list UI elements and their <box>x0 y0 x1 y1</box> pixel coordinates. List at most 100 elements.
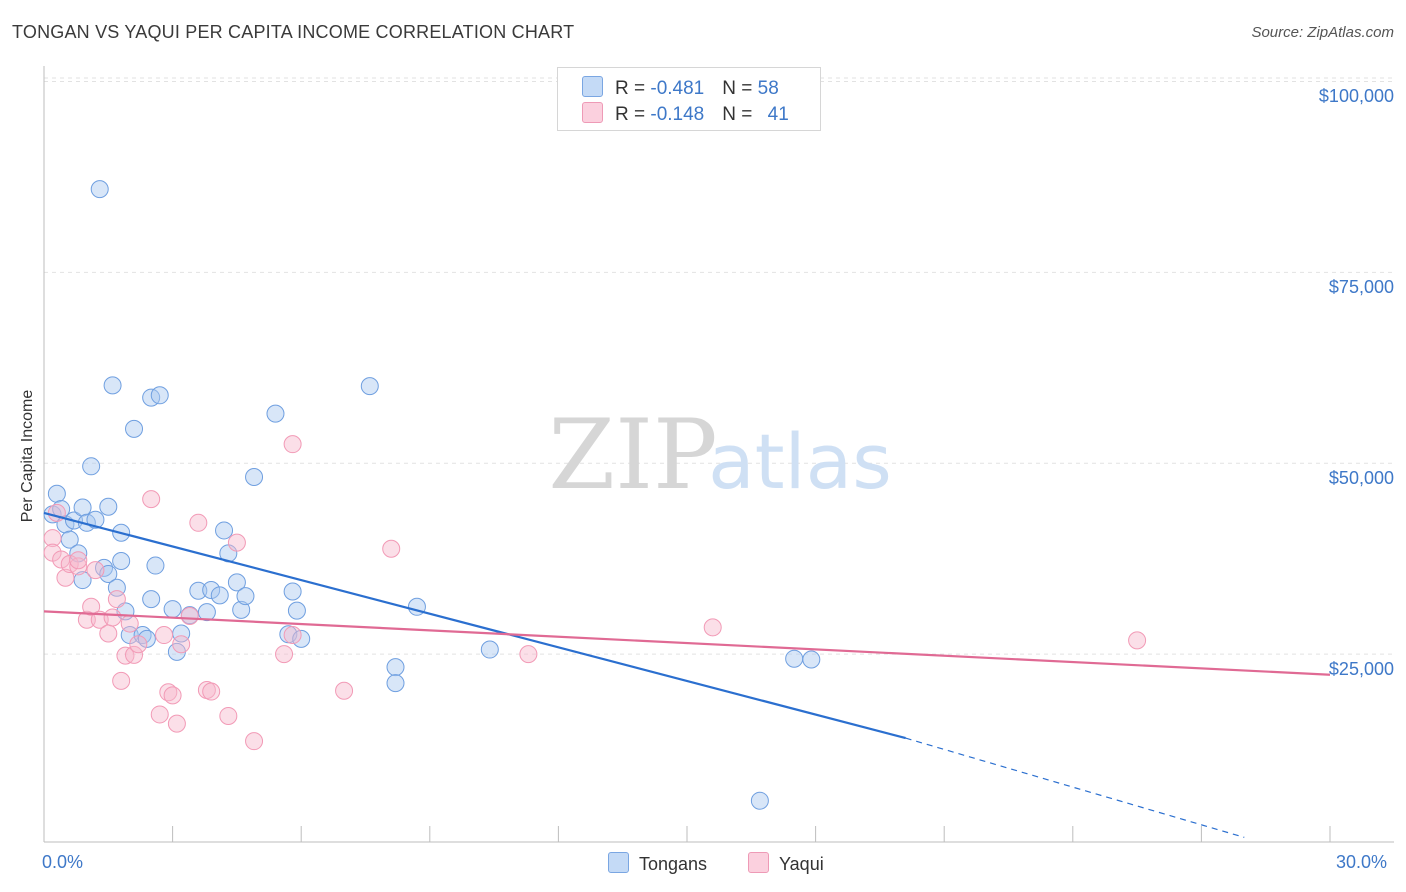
yaqui-legend-swatch <box>748 852 769 873</box>
r-value: -0.481 <box>650 78 705 99</box>
y-tick-label: $25,000 <box>1328 659 1394 679</box>
n-value: 41 <box>767 104 789 125</box>
tongans-point <box>150 386 169 405</box>
tongans-point <box>386 674 405 693</box>
n-value: 58 <box>757 78 779 99</box>
yaqui-point <box>112 671 131 690</box>
tongans-point <box>802 650 821 669</box>
yaqui-point <box>103 608 122 627</box>
tongans-point <box>103 376 122 395</box>
tongans-point <box>750 791 769 810</box>
yaqui-point <box>69 551 88 570</box>
x-tick-label-min: 0.0% <box>42 852 84 872</box>
stats-row-yaqui: R = -0.148 N = 41 <box>582 102 789 128</box>
legend-label-yaqui: Yaqui <box>779 854 824 874</box>
yaqui-point <box>125 645 144 664</box>
yaqui-point <box>120 614 139 633</box>
stats-row-tongans: R = -0.481 N = 58 <box>582 76 779 102</box>
yaqui-point <box>275 645 294 664</box>
tongans-point <box>197 603 216 622</box>
tongans-point <box>287 601 306 620</box>
tongans-point <box>292 629 311 648</box>
tongans-point <box>266 404 285 423</box>
r-value: -0.148 <box>650 104 705 125</box>
tongans-point <box>360 377 379 396</box>
tongans-point <box>47 484 66 503</box>
yaqui-point <box>69 557 88 576</box>
tongans-point <box>227 573 246 592</box>
yaqui-point <box>56 568 75 587</box>
tongans-point <box>236 587 255 606</box>
y-tick-label: $100,000 <box>1318 86 1394 106</box>
tongans-point <box>386 658 405 677</box>
yaqui-point <box>107 590 126 609</box>
yaqui-point <box>99 624 118 643</box>
tongans-point <box>112 551 131 570</box>
yaqui-point <box>283 626 302 645</box>
legend-item-tongans[interactable]: Tongans <box>608 852 707 875</box>
tongans-point <box>480 640 499 659</box>
yaqui-swatch <box>582 102 603 123</box>
yaqui-point <box>150 705 169 724</box>
yaqui-point <box>245 732 264 751</box>
tongans-point <box>245 467 264 486</box>
tongans-point <box>163 600 182 619</box>
r-label: R = <box>615 78 651 99</box>
yaqui-point <box>227 533 246 552</box>
tongans-point <box>283 582 302 601</box>
tongans-point <box>142 590 161 609</box>
yaqui-point <box>155 626 174 645</box>
tongans-point <box>785 649 804 668</box>
chart-title: TONGAN VS YAQUI PER CAPITA INCOME CORREL… <box>12 22 575 42</box>
r-label: R = <box>615 104 651 125</box>
y-tick-label: $75,000 <box>1328 277 1394 297</box>
yaqui-point <box>202 682 221 701</box>
tongans-swatch <box>582 76 603 97</box>
tongans-point <box>86 510 105 529</box>
tongans-point <box>137 629 156 648</box>
tongans-point <box>125 419 144 438</box>
watermark-zip: ZIP <box>548 399 717 511</box>
yaqui-point <box>167 714 186 733</box>
tongans-point <box>202 580 221 599</box>
yaqui-trend-line <box>43 610 1331 676</box>
yaqui-point <box>86 561 105 580</box>
yaqui-point <box>172 635 191 654</box>
source-label: Source: ZipAtlas.com <box>1251 24 1394 41</box>
tongans-trend-line <box>43 511 906 740</box>
tongans-point <box>232 600 251 619</box>
y-tick-label: $50,000 <box>1328 468 1394 488</box>
yaqui-point <box>163 686 182 705</box>
tongans-point <box>90 180 109 199</box>
yaqui-point <box>82 597 101 616</box>
tongans-point <box>99 497 118 516</box>
yaqui-point <box>142 490 161 509</box>
legend-item-yaqui[interactable]: Yaqui <box>748 852 824 875</box>
yaqui-point <box>283 435 302 454</box>
yaqui-point <box>703 618 722 637</box>
yaqui-point <box>335 681 354 700</box>
tongans-point <box>73 498 92 517</box>
tongans-point <box>215 521 234 540</box>
legend-label-tongans: Tongans <box>639 854 708 874</box>
yaqui-point <box>219 706 238 725</box>
tongans-point <box>146 556 165 575</box>
tongans-point <box>82 457 101 476</box>
tongans-point <box>189 581 208 600</box>
yaqui-point <box>43 529 62 548</box>
n-label: N = <box>722 78 758 99</box>
yaqui-point <box>1128 631 1147 650</box>
correlation-stats-box: R = -0.481 N = 58 R = -0.148 N = 41 <box>557 67 821 131</box>
yaqui-point <box>189 513 208 532</box>
yaqui-point <box>519 645 538 664</box>
x-tick-label-max: 30.0% <box>1336 852 1388 872</box>
tongans-trend-extension <box>905 737 1245 838</box>
yaqui-point <box>129 635 148 654</box>
tongans-point <box>210 586 229 605</box>
yaqui-point <box>180 606 199 625</box>
yaqui-point <box>382 539 401 558</box>
watermark-atlas: atlas <box>708 417 892 506</box>
tongans-legend-swatch <box>608 852 629 873</box>
n-label: N = <box>722 104 758 125</box>
